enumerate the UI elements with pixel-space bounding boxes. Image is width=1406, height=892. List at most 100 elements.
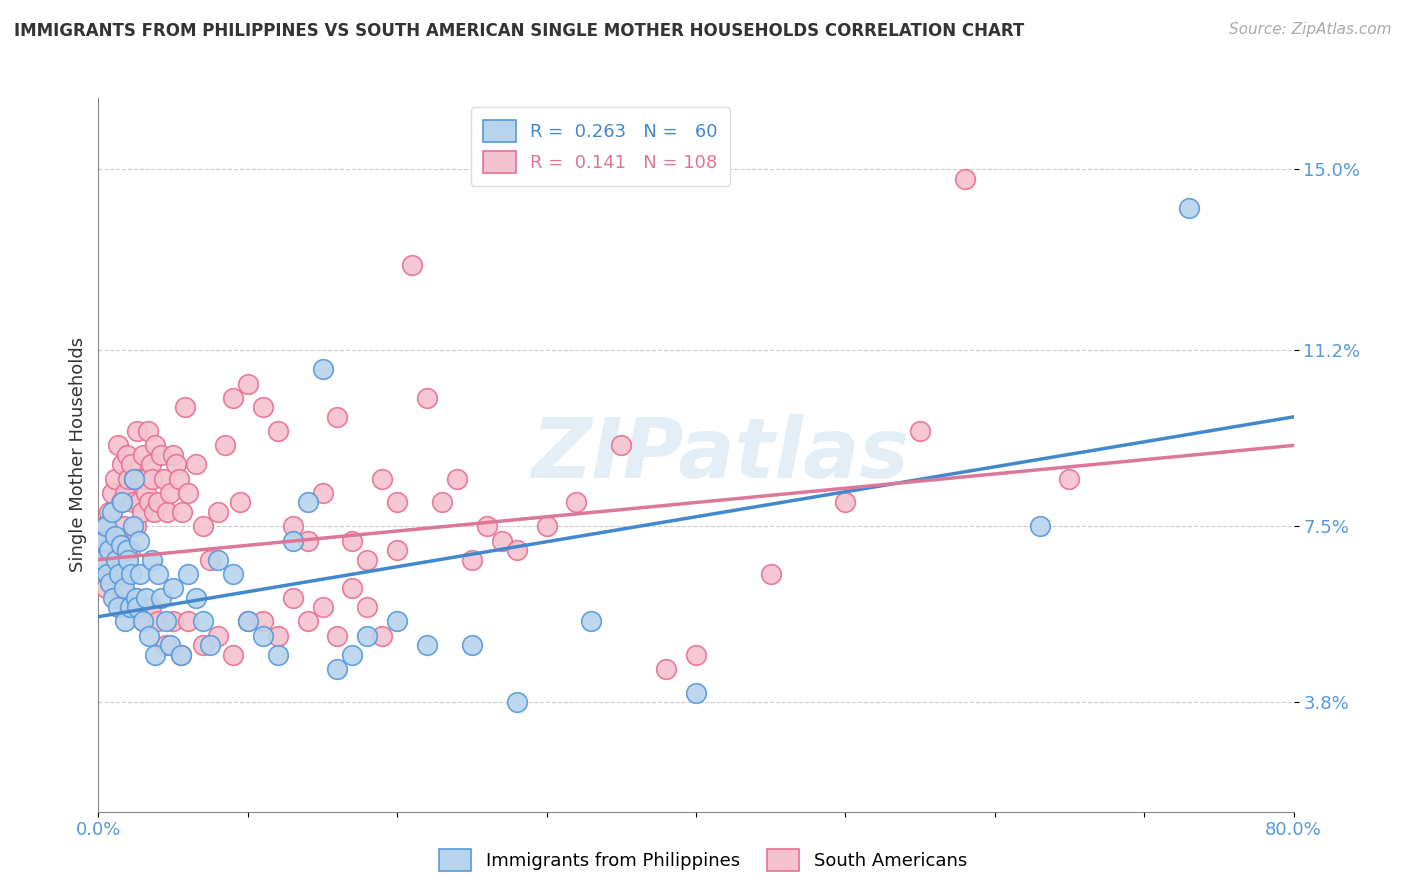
Point (118, 543, 141, 558)
Point (236, 615, 259, 629)
Point (107, 438, 129, 452)
Point (252, 401, 274, 415)
Point (128, 495, 150, 509)
Point (159, 486, 181, 500)
Point (342, 648, 364, 662)
Point (141, 472, 163, 486)
Point (101, 486, 124, 500)
Point (104, 529, 127, 543)
Point (134, 472, 156, 486)
Point (118, 600, 141, 615)
Point (155, 615, 177, 629)
Point (953, 172, 976, 186)
Point (103, 566, 125, 581)
Point (685, 686, 707, 700)
Point (111, 495, 134, 509)
Point (177, 486, 200, 500)
Point (401, 258, 423, 272)
Point (385, 543, 409, 558)
Point (153, 472, 176, 486)
Point (125, 519, 148, 533)
Point (110, 581, 132, 595)
Point (107, 600, 129, 615)
Point (236, 615, 259, 629)
Point (356, 600, 378, 615)
Point (110, 538, 132, 552)
Point (565, 495, 588, 509)
Point (141, 552, 163, 566)
Point (150, 591, 173, 605)
Point (506, 543, 529, 558)
Point (297, 495, 319, 509)
Point (356, 629, 378, 643)
Point (127, 600, 149, 615)
Point (200, 552, 222, 566)
Point (222, 566, 245, 581)
Point (416, 391, 439, 405)
Point (129, 472, 152, 486)
Point (132, 448, 155, 462)
Point (1178, 201, 1201, 215)
Point (191, 519, 214, 533)
Point (162, 448, 184, 462)
Point (371, 629, 394, 643)
Point (252, 615, 274, 629)
Point (297, 615, 319, 629)
Point (110, 495, 132, 509)
Point (461, 638, 484, 652)
Point (461, 552, 484, 566)
Point (430, 495, 453, 509)
Point (156, 505, 179, 519)
Point (94, 519, 117, 533)
Text: IMMIGRANTS FROM PHILIPPINES VS SOUTH AMERICAN SINGLE MOTHER HOUSEHOLDS CORRELATI: IMMIGRANTS FROM PHILIPPINES VS SOUTH AME… (14, 22, 1025, 40)
Point (169, 648, 191, 662)
Point (148, 566, 170, 581)
Point (129, 566, 152, 581)
Point (342, 581, 364, 595)
Point (139, 458, 162, 472)
Point (1059, 472, 1081, 486)
Point (172, 505, 194, 519)
Point (121, 495, 143, 509)
Point (155, 638, 177, 652)
Point (177, 566, 200, 581)
Point (446, 472, 468, 486)
Point (371, 472, 394, 486)
Point (169, 648, 191, 662)
Point (165, 458, 187, 472)
Point (207, 629, 229, 643)
Point (834, 495, 856, 509)
Point (297, 533, 319, 548)
Point (103, 543, 125, 558)
Point (104, 472, 127, 486)
Point (98, 576, 122, 591)
Point (112, 581, 135, 595)
Point (311, 600, 333, 615)
Point (125, 591, 148, 605)
Point (91, 552, 114, 566)
Text: Source: ZipAtlas.com: Source: ZipAtlas.com (1229, 22, 1392, 37)
Point (111, 458, 134, 472)
Point (162, 581, 184, 595)
Point (120, 458, 142, 472)
Point (93, 533, 115, 548)
Point (136, 424, 159, 438)
Point (759, 566, 782, 581)
Point (222, 648, 245, 662)
Point (96, 543, 118, 558)
Point (191, 615, 214, 629)
Point (236, 376, 259, 391)
Point (115, 448, 138, 462)
Point (655, 662, 678, 676)
Point (281, 591, 304, 605)
Point (416, 638, 439, 652)
Point (311, 486, 333, 500)
Point (536, 519, 558, 533)
Point (143, 438, 166, 452)
Legend: Immigrants from Philippines, South Americans: Immigrants from Philippines, South Ameri… (432, 842, 974, 879)
Point (267, 629, 290, 643)
Point (112, 519, 135, 533)
Point (281, 519, 304, 533)
Point (108, 566, 131, 581)
Point (184, 591, 207, 605)
